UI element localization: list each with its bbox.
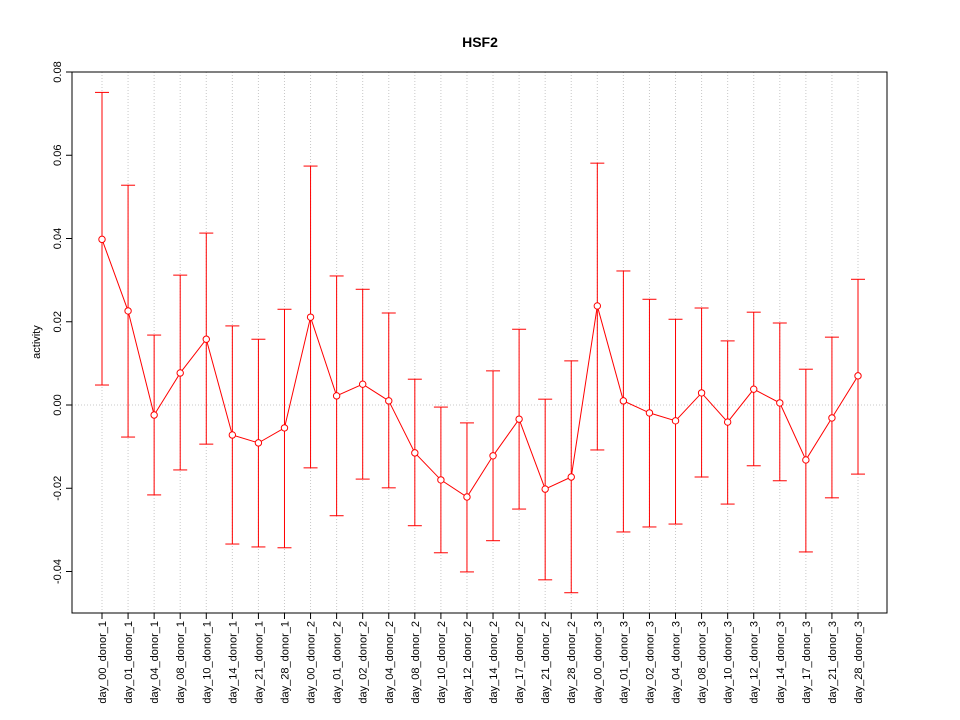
y-tick-label: 0.08 [52,61,64,82]
y-axis-label: activity [31,325,43,359]
data-point [98,235,106,244]
data-point [202,335,210,343]
x-tick-label: day_17_donor_3 [801,621,813,704]
x-tick-label: day_14_donor_3 [775,621,787,704]
x-tick-label: day_00_donor_1 [97,621,109,704]
data-point [280,424,289,432]
x-tick-label: day_10_donor_2 [436,621,448,704]
x-tick-label: day_14_donor_1 [227,621,239,704]
x-tick-label: day_00_donor_2 [306,621,318,704]
data-point [697,389,706,397]
series [95,91,865,594]
x-axis: day_00_donor_1 day_01_donor_1 day_04_donor… [97,613,865,704]
data-point [541,485,549,493]
x-tick-label: day_10_donor_3 [723,621,735,704]
x-tick-label: day_12_donor_3 [749,621,761,704]
x-tick-label: day_04_donor_3 [671,621,683,704]
y-tick-label: -0.02 [52,476,64,501]
chart-title: HSF2 [462,34,498,50]
data-point [411,449,419,457]
y-axis: -0.04 -0.02 0.00 0.02 0.04 0.06 0.08 [52,61,72,584]
x-tick-label: day_21_donor_2 [540,621,552,704]
data-point [645,409,654,417]
grid [72,72,887,613]
data-point [750,385,758,393]
x-tick-label: day_21_donor_3 [827,621,839,704]
data-point [358,380,367,388]
x-tick-label: day_10_donor_1 [201,621,213,704]
data-point [567,473,575,481]
data-point [385,397,393,405]
x-tick-label: day_04_donor_1 [149,621,161,704]
x-tick-label: day_04_donor_2 [384,621,396,704]
x-tick-label: day_02_donor_2 [358,621,370,704]
x-tick-label: day_08_donor_3 [697,621,709,704]
data-point [723,418,732,426]
plot-frame [71,71,888,614]
x-tick-label: day_08_donor_1 [175,621,187,704]
data-point [306,313,315,321]
data-point [332,392,341,400]
x-tick-label: day_01_donor_2 [332,621,344,704]
y-tick-label: 0.06 [52,145,64,166]
x-tick-label: day_21_donor_1 [253,621,265,704]
data-point [228,431,237,439]
series-line [101,239,859,498]
data-point [437,476,445,484]
y-tick-label: 0.00 [52,394,64,415]
x-tick-label: day_28_donor_2 [566,621,578,704]
y-tick-label: 0.04 [52,228,64,249]
x-tick-label: day_14_donor_2 [488,621,500,704]
x-tick-label: day_01_donor_1 [123,621,135,704]
x-tick-label: day_17_donor_2 [514,621,526,704]
x-tick-label: day_01_donor_3 [618,621,630,704]
data-point [828,414,836,422]
data-point [124,307,132,315]
x-tick-label: day_28_donor_1 [279,621,291,704]
data-point [489,452,497,460]
x-tick-label: day_12_donor_2 [462,621,474,704]
x-tick-label: day_02_donor_3 [644,621,656,704]
data-point [150,411,158,419]
data-point [776,399,784,407]
data-point [176,369,184,377]
data-point [802,456,810,464]
x-tick-label: day_08_donor_2 [410,621,422,704]
data-point [515,415,523,423]
data-point [463,493,471,501]
y-tick-label: -0.04 [52,559,64,584]
data-point [619,397,628,405]
x-tick-label: day_00_donor_3 [592,621,604,704]
data-point [593,302,602,310]
data-point [254,439,263,447]
data-point [671,417,680,425]
x-tick-label: day_28_donor_3 [853,621,865,704]
data-point [854,372,862,380]
y-tick-label: 0.02 [52,311,64,332]
